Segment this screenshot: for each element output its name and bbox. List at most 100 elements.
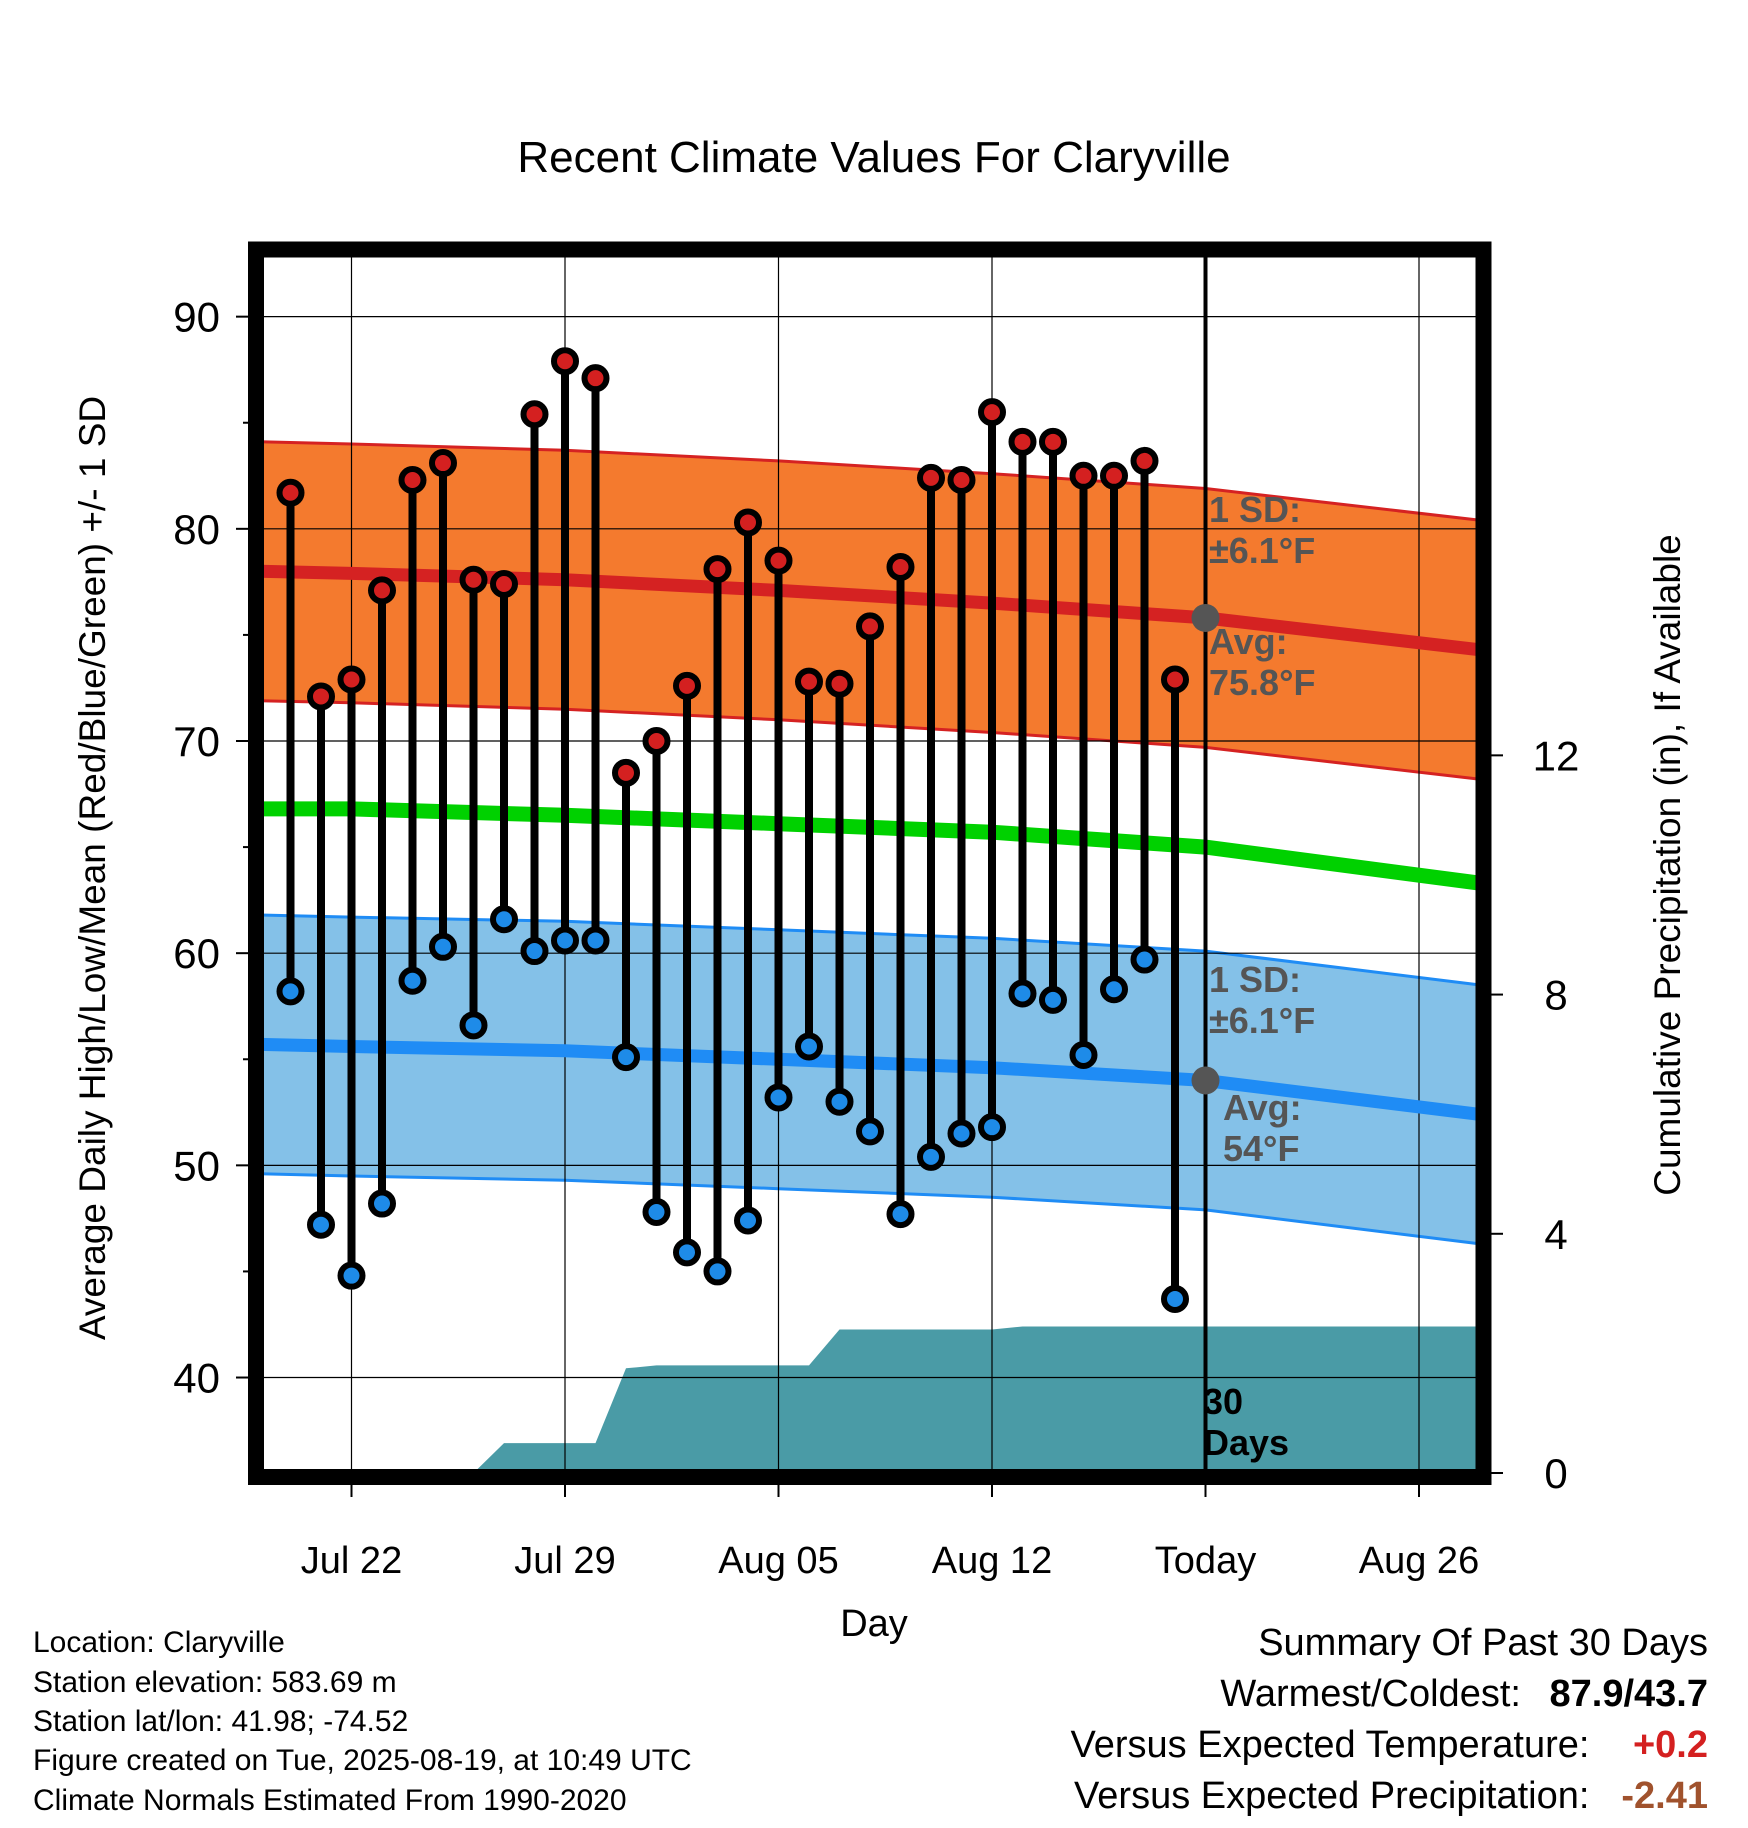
- y-tick-label: 40: [173, 1355, 220, 1402]
- y2-tick-label: 8: [1544, 972, 1567, 1019]
- x-tick-label: Aug 05: [718, 1540, 838, 1582]
- low-marker: [398, 966, 427, 995]
- y-tick-label: 90: [173, 294, 220, 341]
- warmest-label: Warmest/Coldest:: [1220, 1673, 1521, 1715]
- low-marker: [459, 1011, 488, 1040]
- y-tick-label: 80: [173, 506, 220, 553]
- low-marker: [276, 977, 305, 1006]
- warmest-value: 87.9/43.7: [1549, 1673, 1708, 1715]
- high-sd-annotation-line: ±6.1°F: [1209, 530, 1315, 571]
- high-marker: [1039, 427, 1067, 456]
- summary-panel: Summary Of Past 30 Days Warmest/Coldest:…: [1071, 1618, 1708, 1822]
- daily-markers: [276, 347, 1189, 1314]
- high-marker: [398, 466, 427, 495]
- y-tick-label: 60: [173, 930, 220, 977]
- low-marker: [1130, 945, 1159, 974]
- low-marker: [1069, 1041, 1098, 1070]
- high-marker: [1161, 665, 1189, 694]
- y-tick-label: 70: [173, 718, 220, 765]
- high-marker: [917, 463, 945, 492]
- low-marker: [368, 1189, 396, 1218]
- y2-axis-label: Cumulative Precipitation (in), If Availa…: [1647, 534, 1688, 1196]
- high-marker: [551, 347, 579, 376]
- high-marker: [337, 665, 366, 694]
- today-marker: [1191, 253, 1220, 1473]
- high-marker: [520, 400, 549, 429]
- low-marker: [764, 1083, 793, 1112]
- low-marker: [947, 1119, 976, 1148]
- low-marker: [520, 937, 549, 966]
- low-marker: [978, 1113, 1006, 1142]
- y2-tick-label: 0: [1544, 1450, 1567, 1497]
- precip-label: Versus Expected Precipitation:: [1074, 1775, 1590, 1817]
- high-avg-annotation: Avg: 75.8°F: [1209, 621, 1315, 703]
- precip-value: -2.41: [1621, 1775, 1708, 1817]
- plot-border: [248, 241, 1492, 1485]
- high-sd-annotation-line: 1 SD:: [1209, 489, 1301, 530]
- x-tick-label: Today: [1155, 1540, 1256, 1582]
- low-marker: [612, 1043, 640, 1072]
- low-marker: [856, 1117, 884, 1146]
- low-sd-annotation-line: 1 SD:: [1209, 959, 1301, 1000]
- high-marker: [978, 398, 1006, 427]
- low-sd-annotation: 1 SD: ±6.1°F: [1209, 959, 1315, 1041]
- low-marker: [1100, 975, 1128, 1004]
- high-marker: [581, 364, 610, 393]
- high-marker: [703, 555, 732, 584]
- x-tick-label: Aug 26: [1359, 1540, 1479, 1582]
- low-marker: [795, 1032, 823, 1061]
- low-marker: [734, 1206, 762, 1235]
- low-marker: [337, 1261, 366, 1290]
- high-marker: [307, 682, 335, 711]
- low-sd-annotation-line: ±6.1°F: [1209, 1000, 1315, 1041]
- high-marker: [612, 758, 640, 787]
- x-tick-label: Jul 29: [514, 1540, 615, 1582]
- x-axis-label: Day: [840, 1603, 908, 1645]
- low-marker: [551, 926, 579, 955]
- low-marker: [1039, 985, 1067, 1014]
- low-avg-annotation: Avg: 54°F: [1223, 1087, 1302, 1169]
- precipitation-series: [260, 1326, 1480, 1473]
- plot-frame: [248, 241, 1492, 1485]
- high-marker: [429, 449, 457, 478]
- x-tick-label: Jul 22: [301, 1540, 402, 1582]
- summary-temp-row: Versus Expected Temperature: +0.2: [1071, 1720, 1708, 1771]
- low-avg-annotation-line: 54°F: [1223, 1128, 1299, 1169]
- high-marker: [734, 508, 762, 537]
- high-marker: [490, 569, 518, 598]
- high-marker: [795, 667, 823, 696]
- x-tick-label: Aug 12: [932, 1540, 1052, 1582]
- precipitation-area: [260, 1326, 1480, 1473]
- location-text: Location: Claryville: [33, 1626, 285, 1659]
- temp-value: +0.2: [1632, 1724, 1708, 1766]
- y2-tick-label: 4: [1544, 1211, 1567, 1258]
- high-marker: [459, 565, 488, 594]
- axes: 40 50 60 70 80 90 0 4 8 12 Jul 22 Jul 29 Aug 05 Aug 1…: [173, 294, 1579, 1582]
- high-marker: [1069, 461, 1098, 490]
- window-annotation-line: Days: [1203, 1422, 1289, 1463]
- window-annotation-line: 30: [1203, 1381, 1243, 1422]
- high-marker: [825, 669, 854, 698]
- high-avg-annotation-line: 75.8°F: [1209, 662, 1315, 703]
- high-avg-annotation-line: Avg:: [1209, 621, 1288, 662]
- low-marker: [581, 926, 610, 955]
- high-marker: [673, 671, 701, 700]
- high-marker: [368, 576, 396, 605]
- high-marker: [856, 612, 884, 641]
- high-marker: [276, 478, 305, 507]
- y-tick-label: 50: [173, 1142, 220, 1189]
- daily-range-stems: [286, 361, 1179, 1300]
- low-marker: [1008, 979, 1037, 1008]
- high-marker: [947, 466, 976, 495]
- low-marker: [825, 1087, 854, 1116]
- high-marker: [642, 727, 671, 755]
- summary-precip-row: Versus Expected Precipitation: -2.41: [1071, 1771, 1708, 1822]
- low-marker: [490, 905, 518, 934]
- today-low-avg-dot: [1191, 1066, 1220, 1095]
- elevation-text: Station elevation: 583.69 m: [33, 1666, 397, 1699]
- low-marker: [429, 932, 457, 961]
- high-marker: [1130, 446, 1159, 475]
- summary-title: Summary Of Past 30 Days: [1258, 1622, 1708, 1664]
- today-high-avg-dot: [1191, 603, 1220, 632]
